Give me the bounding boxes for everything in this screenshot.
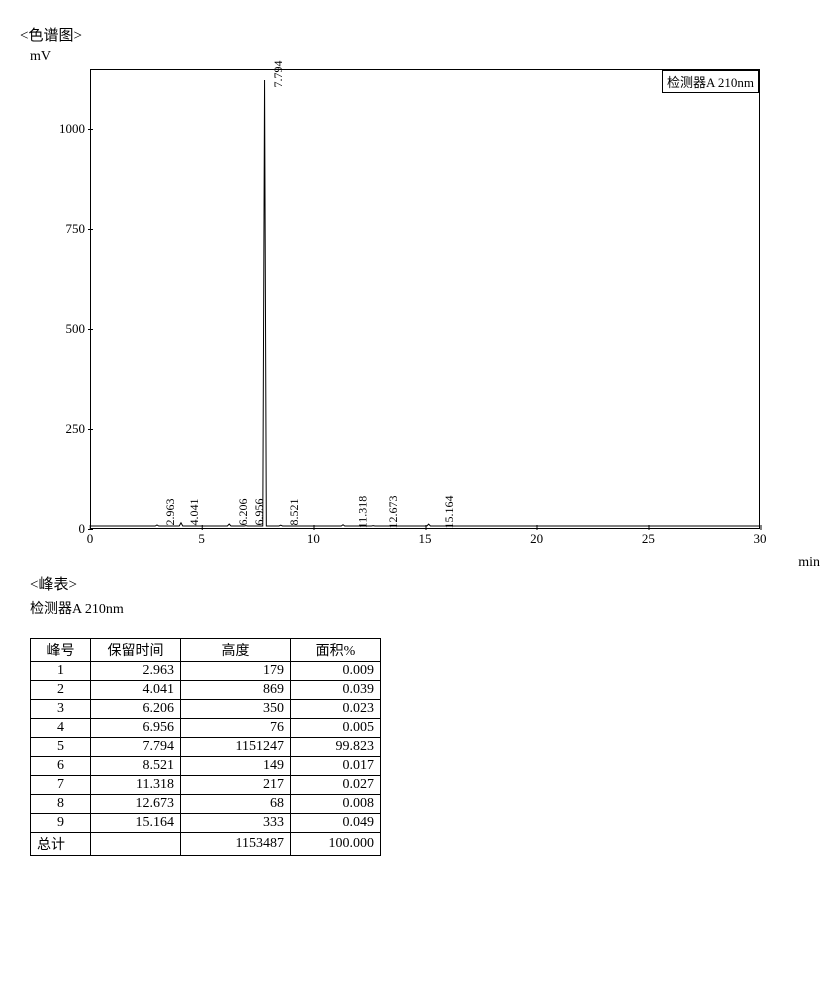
table-row: 915.1643330.049: [31, 814, 381, 833]
table-cell: 5: [31, 738, 91, 757]
table-cell: 0.009: [291, 662, 381, 681]
y-axis-unit: mV: [30, 49, 51, 65]
x-tick: 10: [307, 531, 320, 547]
chromatogram-chart: mV 02505007501000 检测器A 210nm 2.9634.0416…: [30, 49, 790, 569]
table-cell: 1: [31, 662, 91, 681]
plot-area: 检测器A 210nm 2.9634.0416.2066.9567.7948.52…: [90, 69, 760, 529]
table-row: 711.3182170.027: [31, 776, 381, 795]
table-cell: [91, 833, 181, 856]
x-axis-unit: min: [798, 555, 820, 571]
table-cell: 100.000: [291, 833, 381, 856]
peak-label: 11.318: [355, 496, 370, 529]
table-cell: 0.049: [291, 814, 381, 833]
table-cell: 1153487: [181, 833, 291, 856]
table-cell: 6: [31, 757, 91, 776]
table-cell: 2: [31, 681, 91, 700]
y-tick: 500: [30, 321, 85, 337]
table-cell: 0.008: [291, 795, 381, 814]
table-row: 57.794115124799.823: [31, 738, 381, 757]
table-cell: 9: [31, 814, 91, 833]
x-axis-ticks: 051015202530: [90, 531, 760, 551]
table-section-title: <峰表>: [30, 573, 804, 594]
table-detector-label: 检测器A 210nm: [30, 598, 804, 618]
x-tick: 0: [87, 531, 94, 547]
table-cell: 12.673: [91, 795, 181, 814]
table-header-cell: 峰号: [31, 639, 91, 662]
peak-label: 6.206: [236, 499, 251, 526]
table-cell: 869: [181, 681, 291, 700]
table-cell: 6.956: [91, 719, 181, 738]
table-cell: 11.318: [91, 776, 181, 795]
peak-label: 4.041: [187, 499, 202, 526]
y-tick: 0: [30, 521, 85, 537]
x-tick: 30: [754, 531, 767, 547]
table-total-row: 总计 1153487100.000: [31, 833, 381, 856]
peak-label: 12.673: [386, 496, 401, 529]
table-row: 36.2063500.023: [31, 700, 381, 719]
table-cell: 4: [31, 719, 91, 738]
peak-label: 15.164: [442, 496, 457, 529]
table-cell: 0.023: [291, 700, 381, 719]
table-cell: 99.823: [291, 738, 381, 757]
y-tick: 750: [30, 221, 85, 237]
table-cell: 179: [181, 662, 291, 681]
x-tick: 20: [530, 531, 543, 547]
table-row: 12.9631790.009: [31, 662, 381, 681]
peak-label: 2.963: [163, 499, 178, 526]
chromatogram-trace: [91, 70, 759, 528]
table-cell: 333: [181, 814, 291, 833]
table-cell: 3: [31, 700, 91, 719]
table-cell: 8.521: [91, 757, 181, 776]
table-header-cell: 面积%: [291, 639, 381, 662]
table-cell: 0.039: [291, 681, 381, 700]
table-row: 46.956760.005: [31, 719, 381, 738]
table-header-cell: 高度: [181, 639, 291, 662]
y-axis-ticks: 02505007501000: [30, 69, 85, 529]
table-cell: 2.963: [91, 662, 181, 681]
table-header-cell: 保留时间: [91, 639, 181, 662]
table-cell: 350: [181, 700, 291, 719]
table-cell: 68: [181, 795, 291, 814]
table-cell: 4.041: [91, 681, 181, 700]
table-row: 24.0418690.039: [31, 681, 381, 700]
table-cell: 149: [181, 757, 291, 776]
y-tick: 250: [30, 421, 85, 437]
table-total-label: 总计: [31, 833, 91, 856]
table-cell: 76: [181, 719, 291, 738]
table-cell: 7: [31, 776, 91, 795]
table-cell: 0.027: [291, 776, 381, 795]
peak-table: 峰号保留时间高度面积%12.9631790.00924.0418690.0393…: [30, 638, 381, 856]
x-tick: 25: [642, 531, 655, 547]
table-row: 812.673680.008: [31, 795, 381, 814]
table-cell: 7.794: [91, 738, 181, 757]
table-cell: 8: [31, 795, 91, 814]
table-row: 68.5211490.017: [31, 757, 381, 776]
x-tick: 15: [419, 531, 432, 547]
peak-label: 8.521: [287, 499, 302, 526]
x-tick: 5: [198, 531, 205, 547]
chart-section-title: <色谱图>: [20, 24, 804, 45]
table-cell: 0.005: [291, 719, 381, 738]
table-cell: 0.017: [291, 757, 381, 776]
y-tick: 1000: [30, 121, 85, 137]
table-cell: 6.206: [91, 700, 181, 719]
peak-label: 7.794: [271, 61, 286, 88]
table-cell: 217: [181, 776, 291, 795]
peak-label: 6.956: [252, 499, 267, 526]
table-cell: 15.164: [91, 814, 181, 833]
table-cell: 1151247: [181, 738, 291, 757]
